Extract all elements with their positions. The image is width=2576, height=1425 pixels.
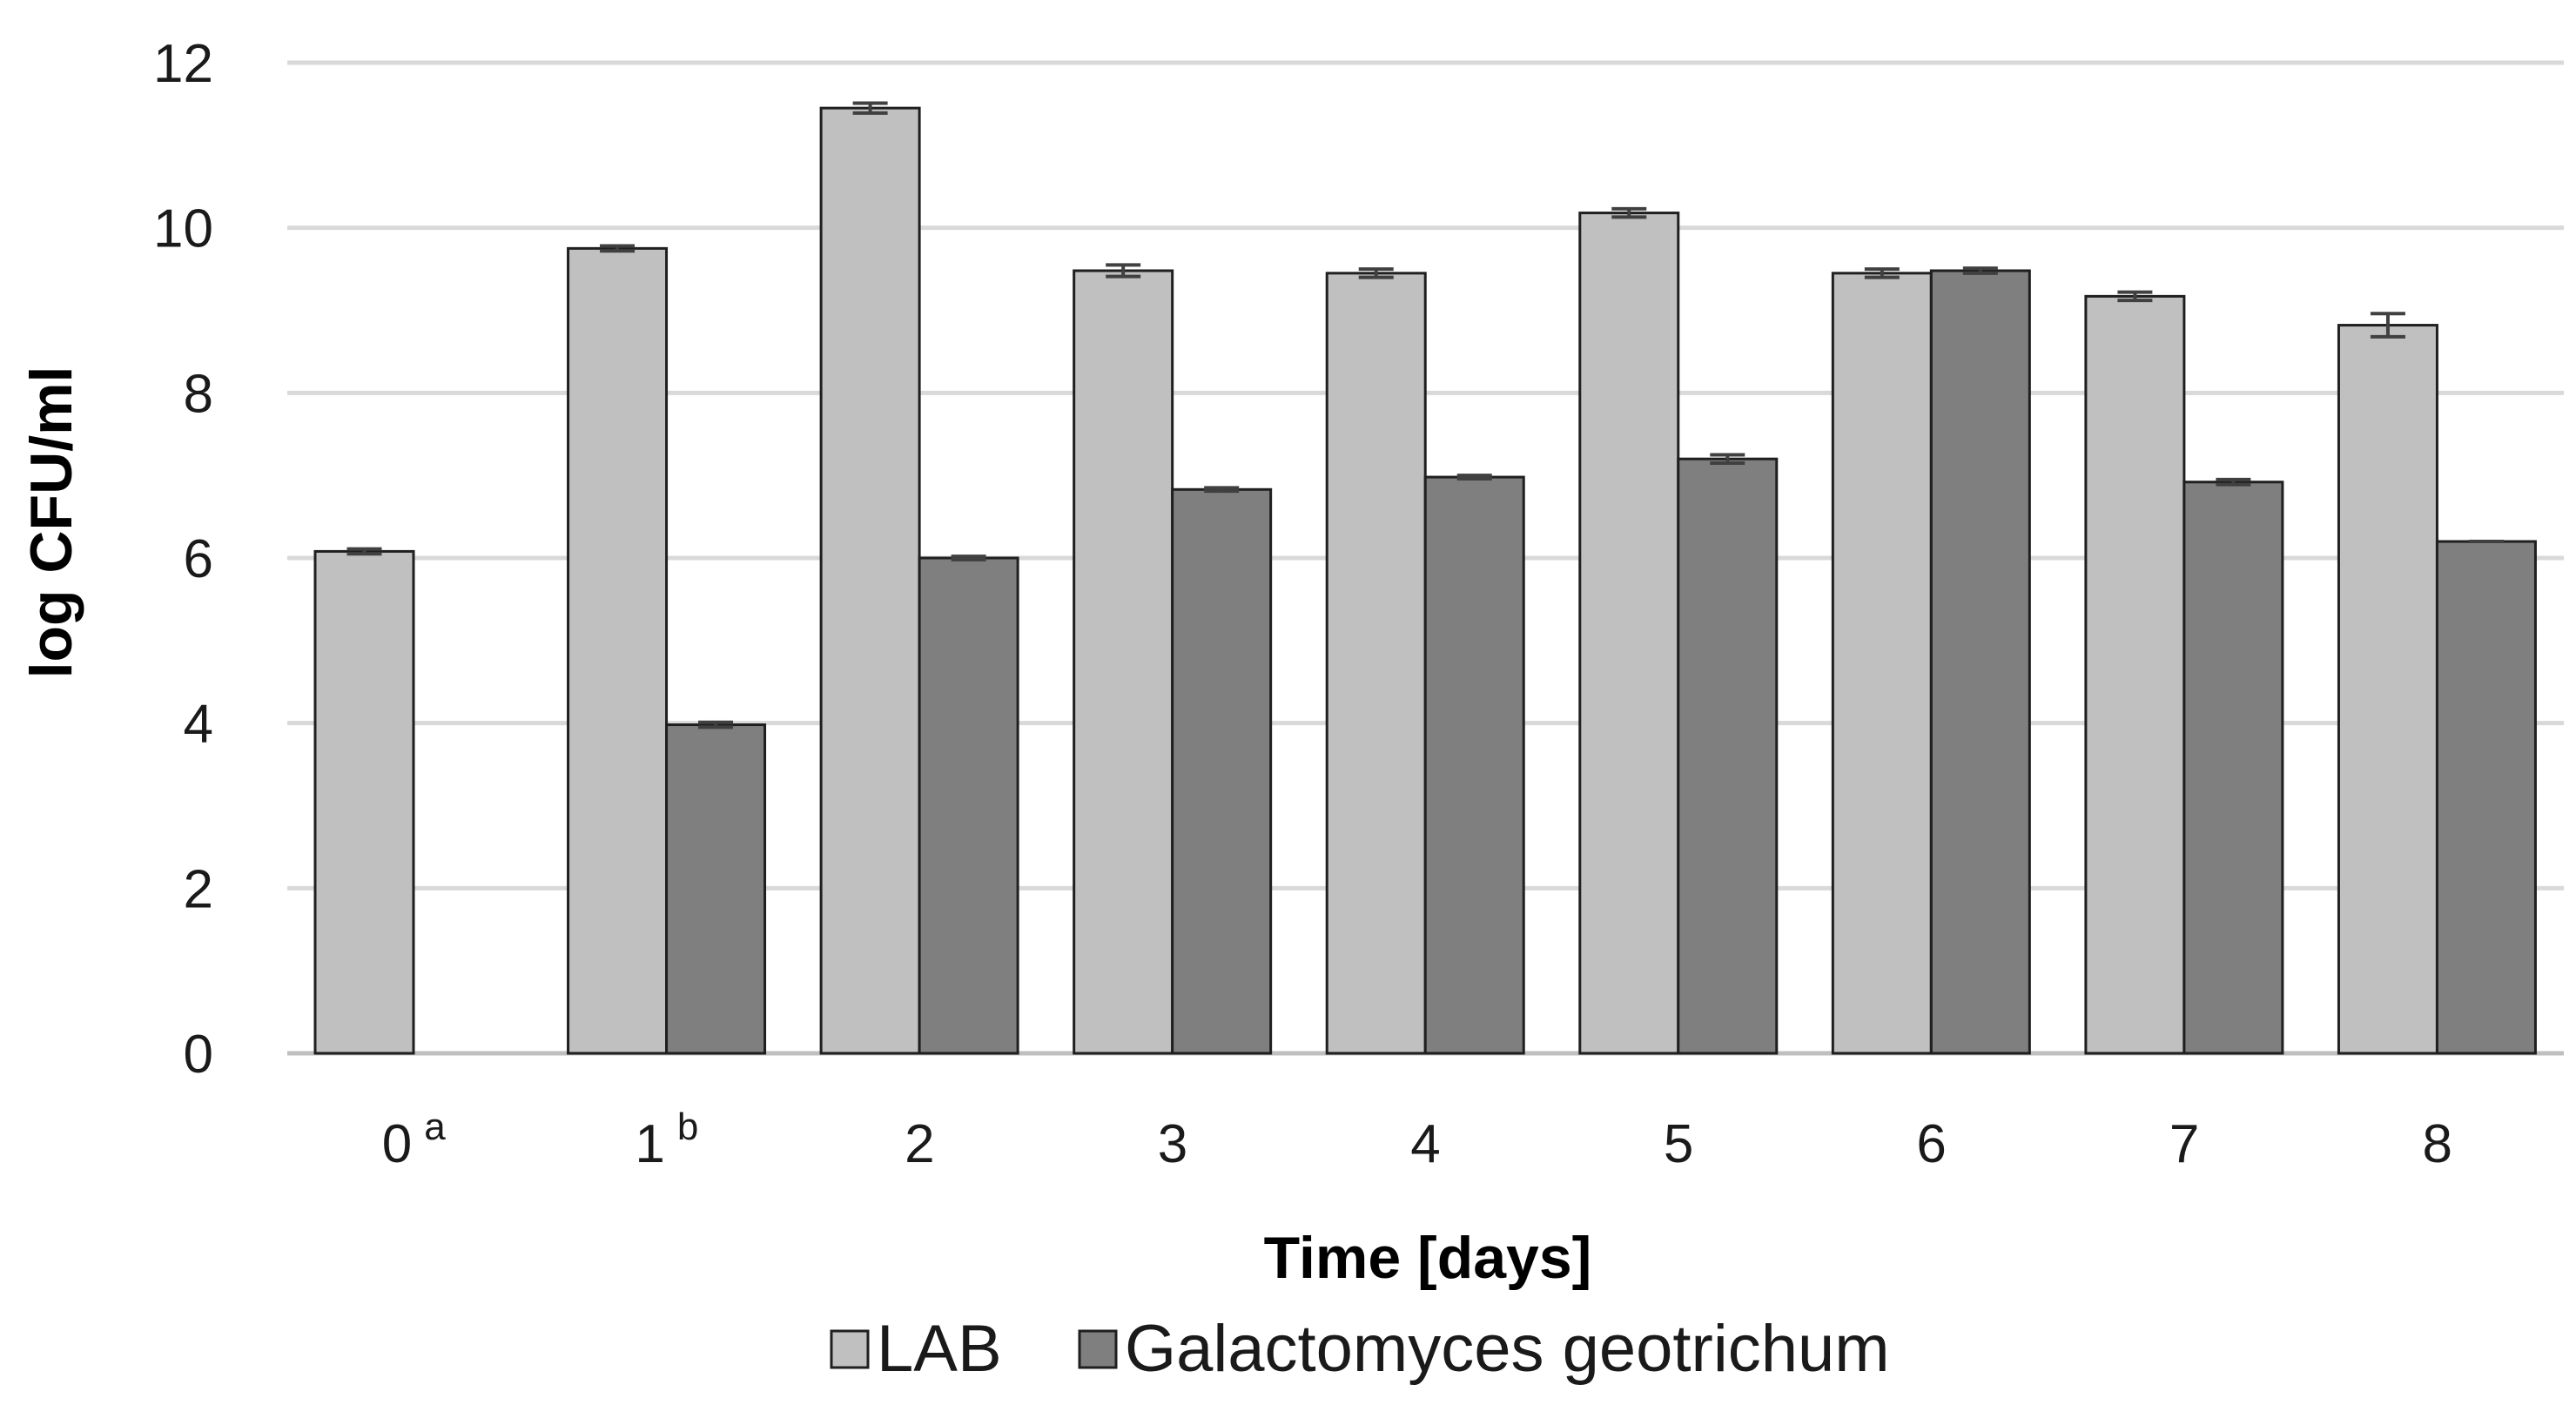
x-tick-superscript: a bbox=[424, 1106, 446, 1148]
bar-galactomyces bbox=[2183, 481, 2284, 1055]
x-axis-title: Time [days] bbox=[1264, 1225, 1592, 1291]
error-bar bbox=[600, 244, 636, 253]
error-bar bbox=[852, 101, 888, 115]
bar-lab bbox=[1578, 212, 1680, 1055]
error-bar bbox=[698, 720, 734, 729]
x-tick-label: 6 bbox=[1916, 1114, 1946, 1174]
error-bar bbox=[1611, 206, 1647, 219]
y-tick-label: 0 bbox=[184, 1025, 213, 1085]
bar-galactomyces bbox=[665, 723, 767, 1055]
x-tick-label: 7 bbox=[2169, 1114, 2199, 1174]
y-tick-label: 6 bbox=[184, 529, 213, 589]
legend-item: Galactomyces geotrichum bbox=[1078, 1312, 1890, 1386]
y-axis-ticks: 0 2 4 6 8 10 12 bbox=[153, 34, 213, 1085]
error-bar bbox=[1710, 453, 1745, 465]
bar-galactomyces bbox=[1929, 269, 2031, 1055]
y-tick-label: 8 bbox=[184, 364, 213, 424]
legend-swatch bbox=[830, 1329, 870, 1369]
legend-label: Galactomyces geotrichum bbox=[1125, 1312, 1890, 1386]
error-bar bbox=[2117, 290, 2153, 303]
error-bar bbox=[1204, 486, 1240, 494]
bar-lab bbox=[819, 106, 921, 1055]
bar-lab bbox=[1831, 272, 1933, 1055]
bar-lab bbox=[1073, 269, 1174, 1055]
x-tick-label: 4 bbox=[1410, 1114, 1440, 1174]
bar-galactomyces bbox=[1171, 487, 1273, 1055]
bars bbox=[313, 106, 2537, 1055]
x-tick-label: 8 bbox=[2422, 1114, 2452, 1174]
legend-item: LAB bbox=[830, 1312, 1002, 1386]
x-tick-label: 3 bbox=[1158, 1114, 1187, 1174]
error-bar bbox=[1358, 267, 1394, 279]
error-bar bbox=[951, 555, 986, 561]
bar-galactomyces bbox=[918, 556, 1019, 1055]
error-bar bbox=[2216, 477, 2251, 487]
y-tick-label: 2 bbox=[184, 859, 213, 919]
legend: LAB Galactomyces geotrichum bbox=[830, 1312, 1890, 1386]
bar-lab bbox=[567, 246, 669, 1055]
error-bar bbox=[1456, 474, 1492, 481]
legend-label: LAB bbox=[877, 1312, 1002, 1386]
bar-lab bbox=[2337, 324, 2438, 1055]
bar-lab bbox=[1325, 272, 1427, 1055]
bar-galactomyces bbox=[2435, 540, 2537, 1055]
error-bar bbox=[1962, 266, 1998, 275]
y-tick-label: 10 bbox=[153, 199, 213, 259]
error-bars bbox=[346, 101, 2504, 729]
bar-lab bbox=[313, 549, 415, 1055]
y-axis-title: log CFU/ml bbox=[18, 366, 84, 679]
bar-galactomyces bbox=[1423, 475, 1525, 1055]
legend-swatch bbox=[1078, 1329, 1118, 1369]
x-tick-label: 5 bbox=[1664, 1114, 1693, 1174]
error-bar bbox=[346, 547, 382, 556]
bar-galactomyces bbox=[1677, 457, 1779, 1055]
x-tick-superscript: b bbox=[677, 1106, 698, 1148]
error-bar bbox=[1864, 267, 1900, 279]
y-tick-label: 4 bbox=[184, 695, 213, 755]
x-tick-label: 2 bbox=[905, 1114, 934, 1174]
bar-lab bbox=[2084, 294, 2186, 1055]
error-bar bbox=[1106, 263, 1141, 279]
error-bar bbox=[2370, 312, 2405, 339]
y-tick-label: 12 bbox=[153, 34, 213, 94]
